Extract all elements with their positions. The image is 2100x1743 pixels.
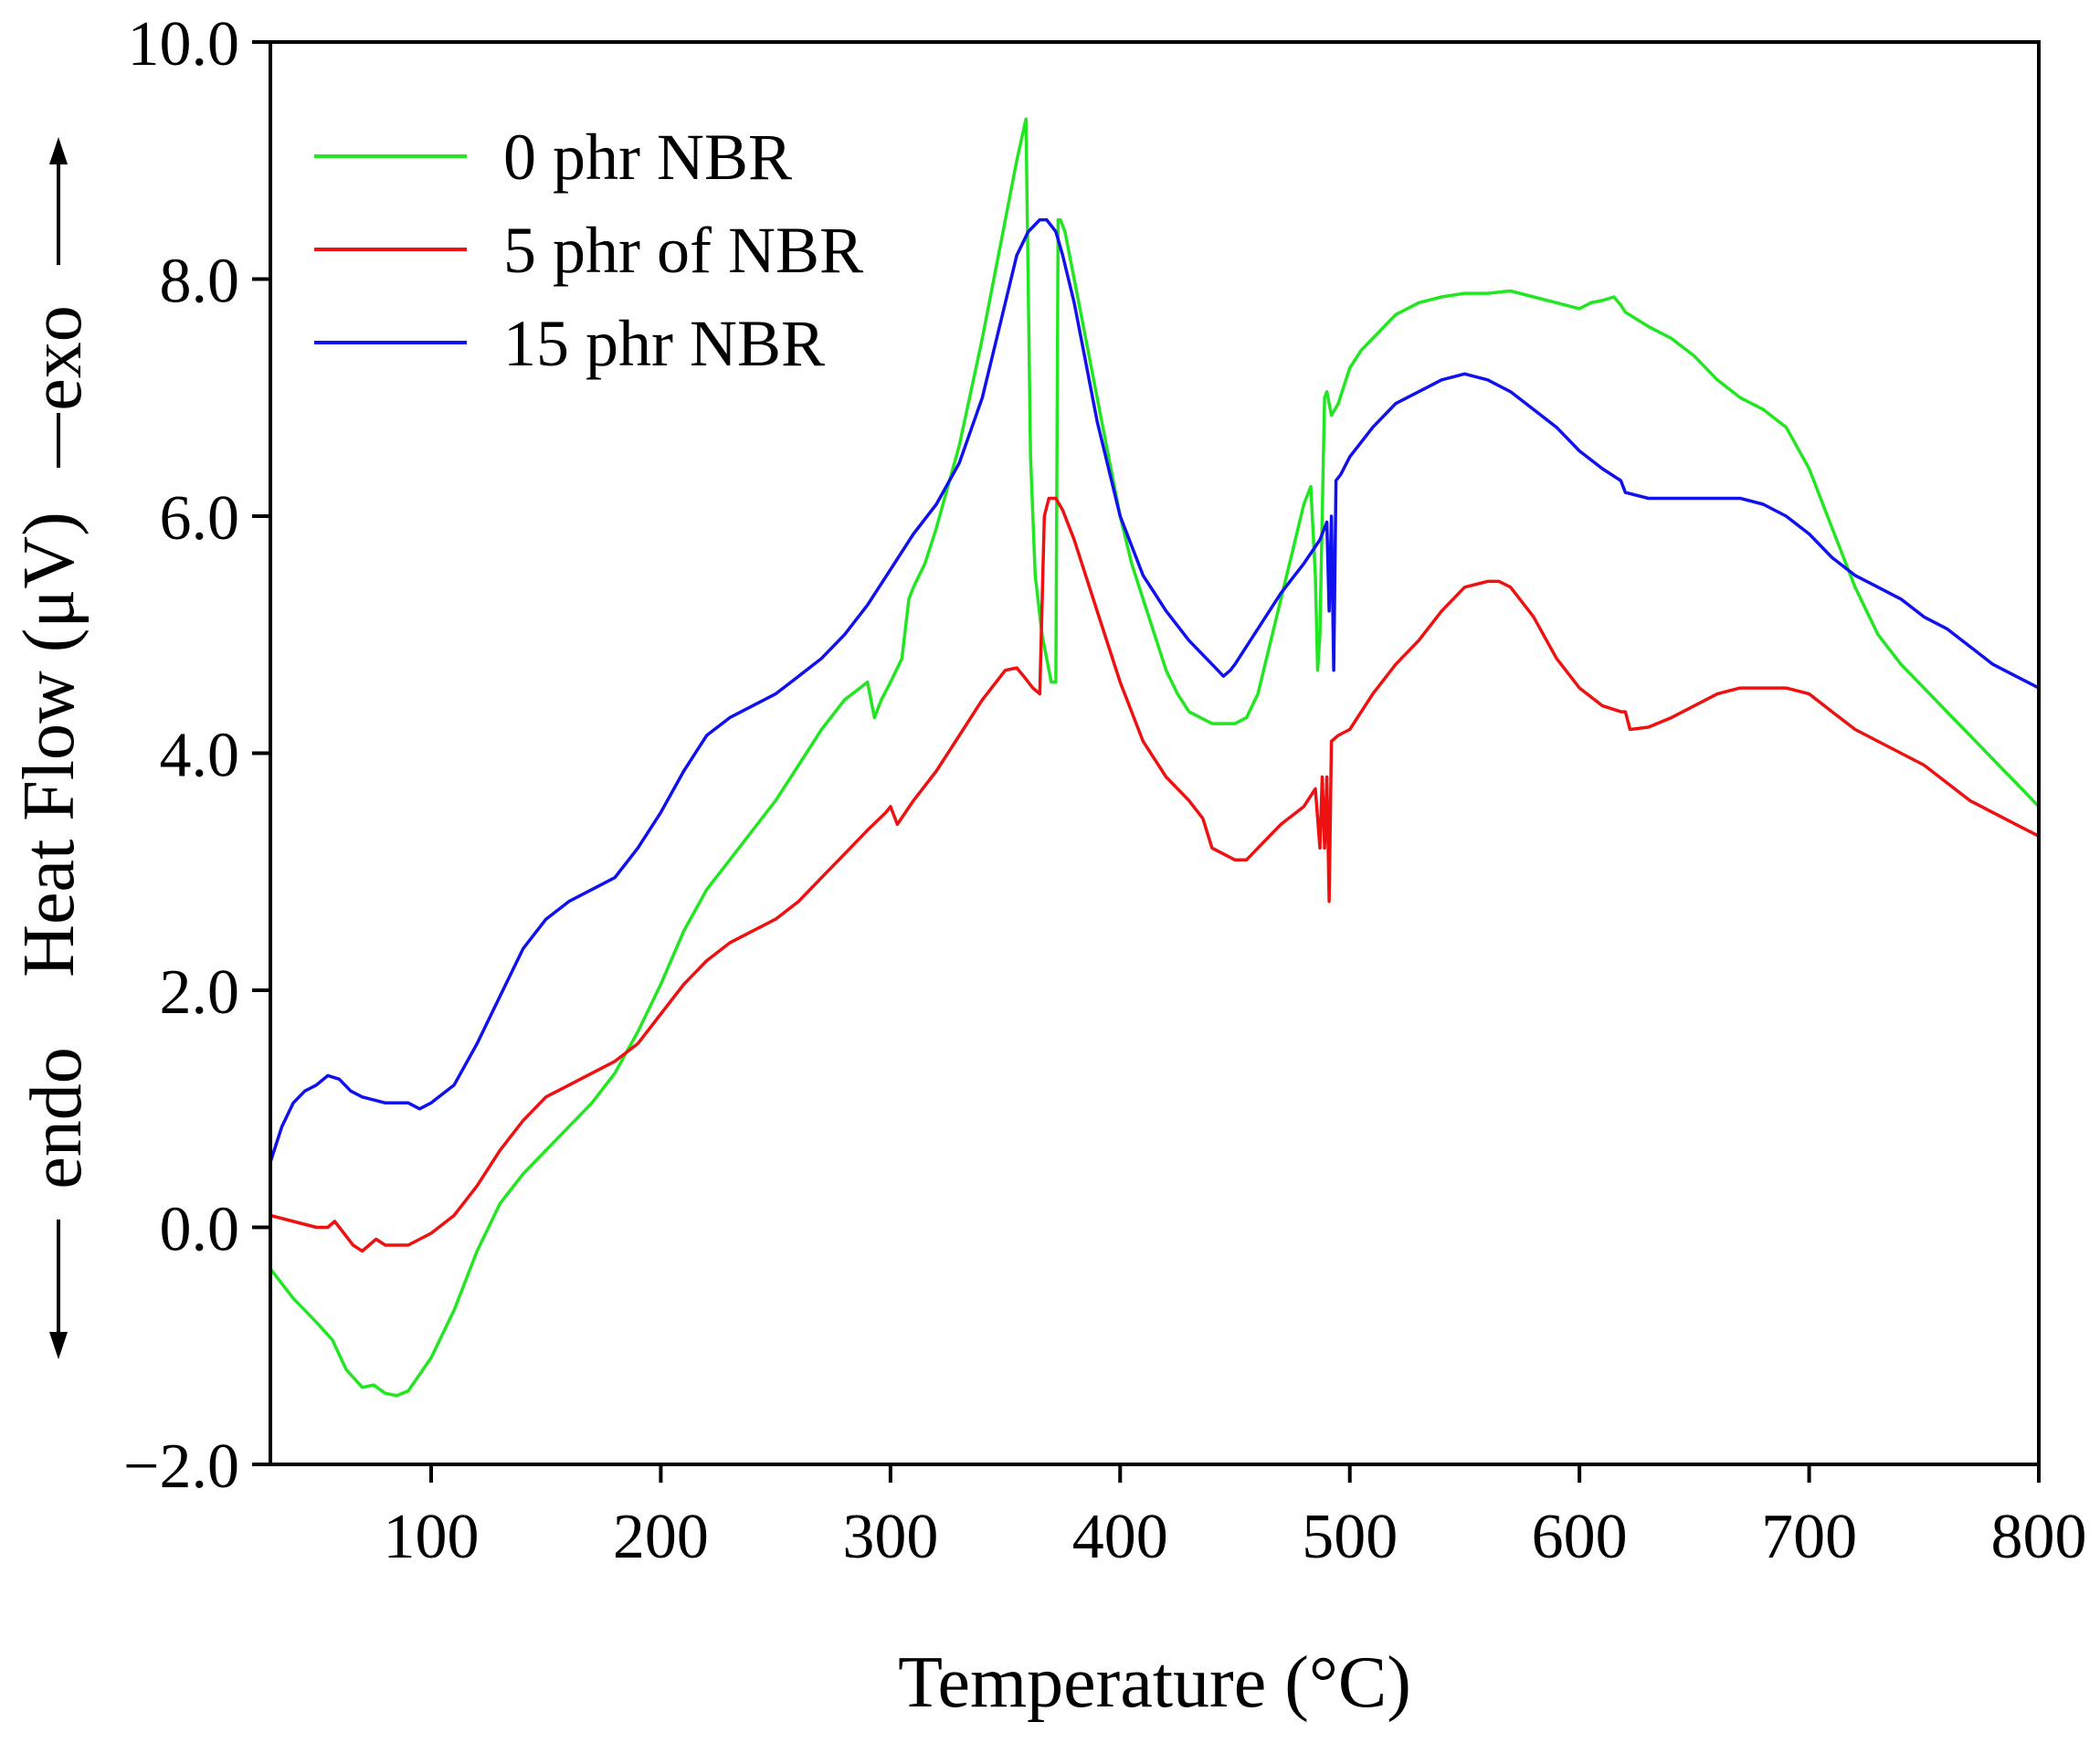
legend-label-1: 5 phr of NBR xyxy=(503,214,863,287)
series-line-2 xyxy=(269,217,2040,1163)
y-tick-label: 4.0 xyxy=(160,721,240,791)
y-tick-label: 0.0 xyxy=(160,1195,240,1265)
y-tick-label: 8.0 xyxy=(160,247,240,317)
x-tick-label: 300 xyxy=(842,1502,938,1572)
series-line-0 xyxy=(269,117,2041,1398)
series-line-1 xyxy=(269,496,2040,1253)
y-axis-title: Heat Flow (μV) xyxy=(9,512,90,977)
x-tick-label: 100 xyxy=(384,1502,480,1572)
legend-label-2: 15 phr NBR xyxy=(503,307,825,380)
x-tick-label: 600 xyxy=(1532,1502,1628,1572)
x-tick-label: 800 xyxy=(1991,1502,2087,1572)
y-tick-label: −2.0 xyxy=(123,1431,239,1502)
y-tick-label: 2.0 xyxy=(160,957,240,1028)
exo-label: exo xyxy=(16,305,97,411)
endo-annotation: endo xyxy=(16,1047,97,1359)
exo-arrowhead xyxy=(49,137,68,164)
x-tick-label: 500 xyxy=(1302,1502,1398,1572)
endo-arrowhead xyxy=(49,1332,68,1359)
x-axis-title: Temperature (°C) xyxy=(898,1643,1411,1723)
exo-annotation: exo xyxy=(16,137,97,468)
y-tick-label: 6.0 xyxy=(160,483,240,554)
x-tick-label: 400 xyxy=(1072,1502,1168,1572)
x-tick-label: 700 xyxy=(1761,1502,1857,1572)
legend-label-0: 0 phr NBR xyxy=(503,121,792,194)
x-tick-label: 200 xyxy=(613,1502,709,1572)
legend: 0 phr NBR 5 phr of NBR 15 phr NBR xyxy=(314,121,863,380)
endo-label: endo xyxy=(16,1047,97,1189)
ticks-layer: 100 200 300 400 500 600 700 800 −2.0 0.0 2.0 4.0 6.0… xyxy=(123,9,2086,1572)
series-layer xyxy=(269,117,2041,1398)
y-tick-label: 10.0 xyxy=(128,9,240,79)
